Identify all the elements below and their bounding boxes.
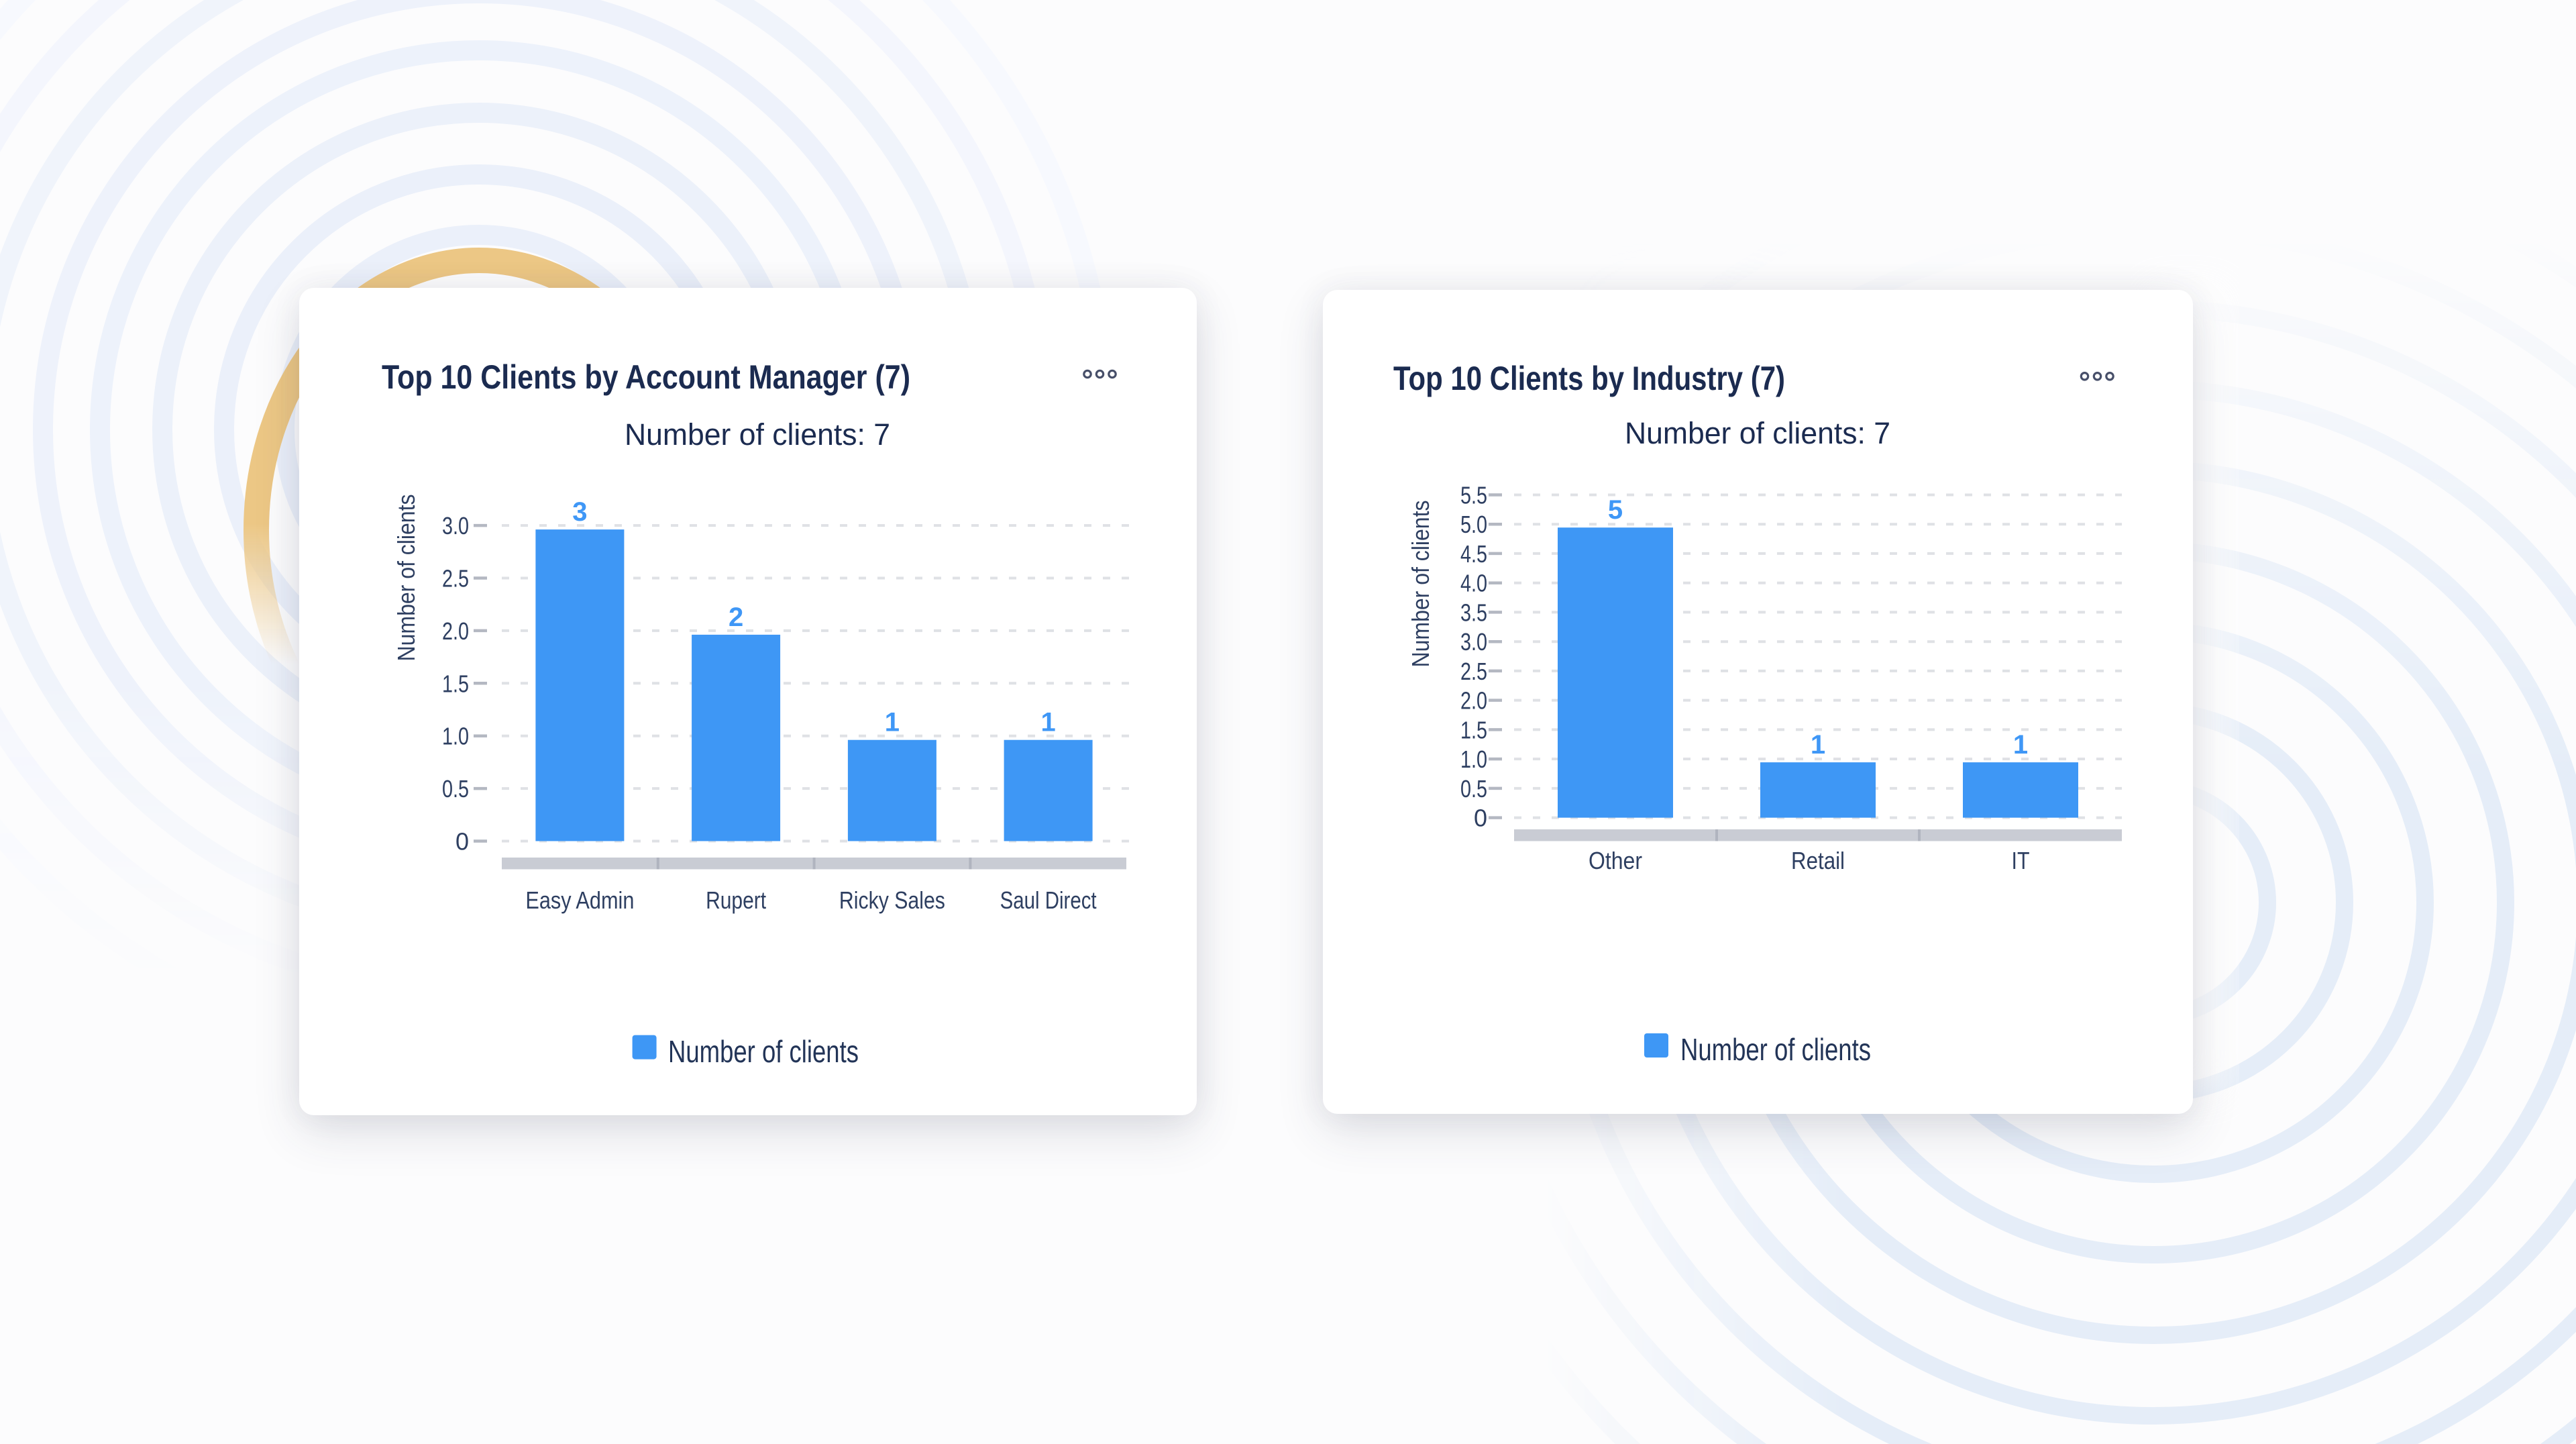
svg-text:2.0: 2.0 <box>1460 687 1487 715</box>
svg-text:1: 1 <box>885 708 900 737</box>
svg-text:Saul Direct: Saul Direct <box>1000 886 1097 914</box>
svg-text:1.5: 1.5 <box>1460 716 1487 743</box>
svg-text:4.0: 4.0 <box>1460 570 1487 597</box>
svg-text:Number of clients: 7: Number of clients: 7 <box>625 417 890 452</box>
svg-text:Other: Other <box>1589 847 1642 874</box>
svg-text:0.5: 0.5 <box>442 775 469 803</box>
svg-text:1: 1 <box>1811 730 1825 760</box>
svg-text:0: 0 <box>1474 805 1487 832</box>
svg-text:Number of clients: 7: Number of clients: 7 <box>1625 416 1890 450</box>
svg-text:2.0: 2.0 <box>442 617 469 645</box>
svg-text:1.5: 1.5 <box>442 670 469 697</box>
svg-text:Number of clients: Number of clients <box>668 1034 859 1069</box>
svg-text:Number of clients: Number of clients <box>1407 501 1434 668</box>
svg-text:0: 0 <box>455 828 469 856</box>
svg-text:Number of clients: Number of clients <box>392 495 420 662</box>
svg-text:3.0: 3.0 <box>1460 628 1487 656</box>
svg-text:Retail: Retail <box>1791 847 1845 874</box>
svg-text:1: 1 <box>2013 730 2028 760</box>
svg-text:2.5: 2.5 <box>442 565 469 592</box>
svg-text:5: 5 <box>1608 495 1623 525</box>
svg-text:IT: IT <box>2012 847 2030 874</box>
svg-text:1.0: 1.0 <box>442 723 469 750</box>
svg-text:2.5: 2.5 <box>1460 658 1487 685</box>
svg-text:2: 2 <box>729 603 743 632</box>
svg-text:Top 10 Clients by Account Mana: Top 10 Clients by Account Manager (7) <box>382 358 910 396</box>
svg-text:Rupert: Rupert <box>706 886 766 914</box>
svg-text:4.5: 4.5 <box>1460 540 1487 568</box>
svg-text:1: 1 <box>1040 708 1055 737</box>
svg-text:5.0: 5.0 <box>1460 511 1487 538</box>
svg-text:3: 3 <box>572 497 587 527</box>
svg-text:3.5: 3.5 <box>1460 599 1487 626</box>
svg-text:Top 10 Clients by Industry (7): Top 10 Clients by Industry (7) <box>1393 360 1785 397</box>
svg-text:Easy Admin: Easy Admin <box>525 886 634 914</box>
svg-text:3.0: 3.0 <box>442 512 469 539</box>
svg-text:5.5: 5.5 <box>1460 482 1487 509</box>
svg-text:Ricky Sales: Ricky Sales <box>839 886 945 914</box>
svg-text:1.0: 1.0 <box>1460 745 1487 773</box>
svg-text:Number of clients: Number of clients <box>1680 1032 1871 1067</box>
svg-text:0.5: 0.5 <box>1460 775 1487 803</box>
